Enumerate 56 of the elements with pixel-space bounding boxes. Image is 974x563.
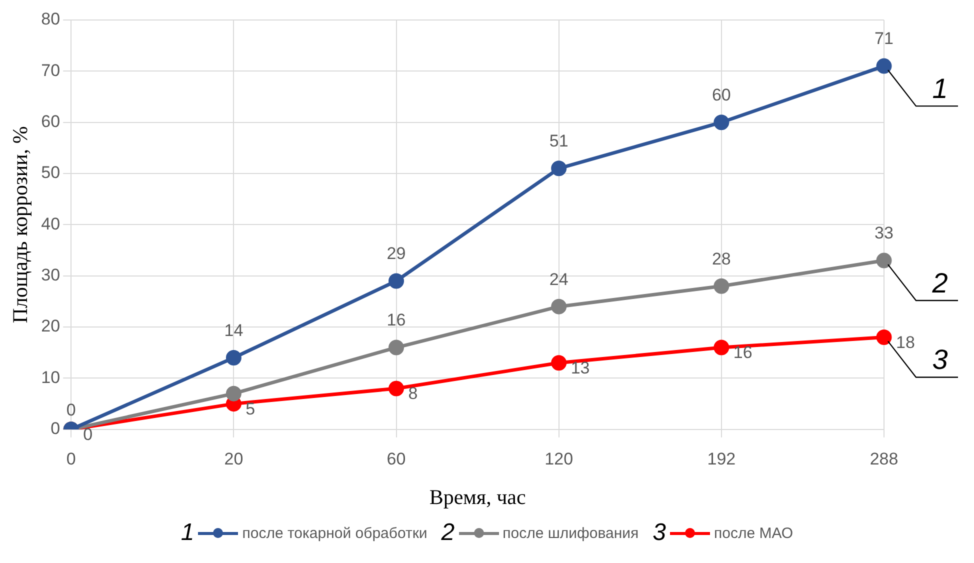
legend-label: после МАО — [714, 524, 794, 542]
x-tick-label: 60 — [386, 449, 406, 468]
data-label: 29 — [386, 244, 406, 264]
y-axis-title: Площадь коррозии, % — [8, 126, 32, 324]
data-label: 51 — [549, 132, 568, 151]
point — [551, 355, 567, 371]
text: 1 — [180, 519, 194, 546]
y-tick-label: 50 — [41, 163, 60, 182]
y-tick-label: 0 — [50, 419, 60, 438]
data-label: 16 — [386, 310, 406, 330]
annotation: 2 — [931, 267, 948, 298]
annotation: 1 — [932, 72, 948, 104]
point — [876, 330, 892, 346]
point — [714, 340, 730, 356]
point — [714, 114, 730, 130]
legend-label: после шлифования — [502, 524, 639, 542]
point — [226, 386, 242, 402]
x-tick-label: 0 — [66, 449, 76, 468]
point — [388, 340, 404, 356]
data-label: 33 — [874, 224, 894, 243]
point — [551, 298, 567, 314]
text: 2 — [441, 519, 455, 546]
data-label: 13 — [570, 358, 590, 378]
data-label: 0 — [83, 425, 93, 444]
point — [226, 350, 242, 366]
y-tick-label: 40 — [41, 214, 60, 234]
point — [714, 278, 730, 294]
legend-label: после токарной обработки — [242, 524, 428, 542]
data-label: 18 — [896, 332, 915, 352]
x-tick-label: 120 — [544, 449, 574, 468]
y-tick-label: 60 — [41, 112, 60, 132]
data-label: 5 — [246, 400, 256, 418]
data-label: 14 — [224, 320, 244, 340]
data-label: 28 — [712, 249, 731, 268]
x-tick-label: 192 — [707, 449, 736, 468]
data-label: 0 — [66, 400, 76, 420]
data-label: 8 — [408, 384, 418, 404]
point — [388, 380, 404, 396]
text: 3 — [652, 519, 666, 546]
point — [551, 160, 567, 176]
x-tick-label: 288 — [870, 449, 898, 468]
y-tick-label: 10 — [41, 368, 60, 387]
data-label: 16 — [733, 343, 752, 362]
y-tick-label: 80 — [41, 10, 60, 29]
point — [876, 58, 892, 74]
data-label: 60 — [712, 86, 731, 105]
annotation: 3 — [932, 344, 948, 376]
x-axis-title: Время, час — [429, 484, 526, 509]
point — [388, 273, 404, 289]
y-tick-label: 70 — [41, 60, 60, 80]
y-tick-label: 20 — [41, 316, 60, 336]
x-tick-label: 20 — [224, 449, 244, 468]
y-tick-label: 30 — [41, 266, 60, 285]
data-label: 71 — [874, 29, 894, 48]
data-label: 24 — [549, 270, 568, 289]
point — [876, 252, 892, 268]
